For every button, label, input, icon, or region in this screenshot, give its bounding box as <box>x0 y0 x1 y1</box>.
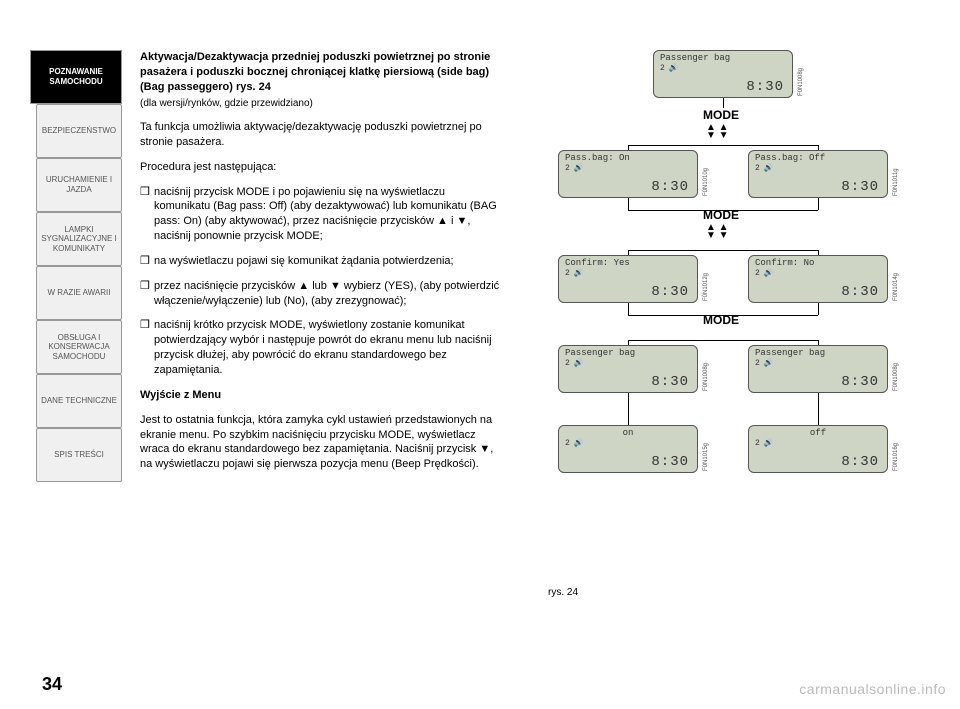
tab-awarii[interactable]: W RAZIE AWARII <box>36 266 122 320</box>
para-function: Ta funkcja umożliwia aktywację/dezaktywa… <box>140 120 500 150</box>
tab-bezpieczenstwo[interactable]: BEZPIECZEŃSTWO <box>36 104 122 158</box>
watermark: carmanualsonline.info <box>799 681 946 697</box>
heading-exit: Wyjście z Menu <box>140 388 500 403</box>
flow-diagram: Passenger bag 2 8:30 F0N1008g MODE ▲ ▲▼ … <box>538 50 908 610</box>
para-exit: Jest to ostatnia funkcja, która zamyka c… <box>140 413 500 472</box>
lcd-pbL: Passenger bag 2 8:30 <box>558 345 698 393</box>
code-on: F0N1010g <box>703 168 709 196</box>
tab-poznawanie[interactable]: POZNAWANIE SAMOCHODU <box>30 50 122 104</box>
code-onSmall: F0N1015g <box>703 443 709 471</box>
lcd-yes: Confirm: Yes 2 8:30 <box>558 255 698 303</box>
figure-label: rys. 24 <box>548 587 578 598</box>
mode-label-1: MODE <box>703 108 739 122</box>
lcd-off-small: off 2 8:30 <box>748 425 888 473</box>
li-1: naciśnij przycisk MODE i po pojawieniu s… <box>154 185 500 244</box>
code-pbL: F0N1008g <box>703 363 709 391</box>
code-pbR: F0N1008g <box>893 363 899 391</box>
lcd-pbR: Passenger bag 2 8:30 <box>748 345 888 393</box>
procedure-list: ❒naciśnij przycisk MODE i po pojawieniu … <box>140 185 500 378</box>
page-number: 34 <box>42 674 62 695</box>
tab-uruchamienie[interactable]: URUCHAMIENIE I JAZDA <box>36 158 122 212</box>
heading-sub: (dla wersji/rynków, gdzie przewidziano) <box>140 97 500 111</box>
tab-obsluga[interactable]: OBSŁUGA I KONSERWACJA SAMOCHODU <box>36 320 122 374</box>
li-3: przez naciśnięcie przycisków ▲ lub ▼ wyb… <box>154 279 500 309</box>
lcd-no: Confirm: No 2 8:30 <box>748 255 888 303</box>
li-4: naciśnij krótko przycisk MODE, wyświetlo… <box>154 318 500 377</box>
tab-lampki[interactable]: LAMPKI SYGNALIZACYJNE I KOMUNIKATY <box>36 212 122 266</box>
code-no: F0N1014g <box>893 273 899 301</box>
lcd-off: Pass.bag: Off 2 8:30 <box>748 150 888 198</box>
lcd-on-small: on 2 8:30 <box>558 425 698 473</box>
code-off: F0N1011g <box>893 168 899 196</box>
tab-dane[interactable]: DANE TECHNICZNE <box>36 374 122 428</box>
diagram-column: Passenger bag 2 8:30 F0N1008g MODE ▲ ▲▼ … <box>528 50 930 689</box>
code-yes: F0N1012g <box>703 273 709 301</box>
code-top: F0N1008g <box>798 68 804 96</box>
sidebar-tabs: POZNAWANIE SAMOCHODU BEZPIECZEŃSTWO URUC… <box>30 50 122 689</box>
body-text: Aktywacja/Dezaktywacja przedniej poduszk… <box>140 50 500 689</box>
code-offSmall: F0N1016g <box>893 443 899 471</box>
para-procedure: Procedura jest następująca: <box>140 160 500 175</box>
lcd-top: Passenger bag 2 8:30 <box>653 50 793 98</box>
lcd-on: Pass.bag: On 2 8:30 <box>558 150 698 198</box>
tab-spis[interactable]: SPIS TREŚCI <box>36 428 122 482</box>
li-2: na wyświetlaczu pojawi się komunikat żąd… <box>154 254 454 269</box>
heading-activation: Aktywacja/Dezaktywacja przedniej poduszk… <box>140 50 500 95</box>
